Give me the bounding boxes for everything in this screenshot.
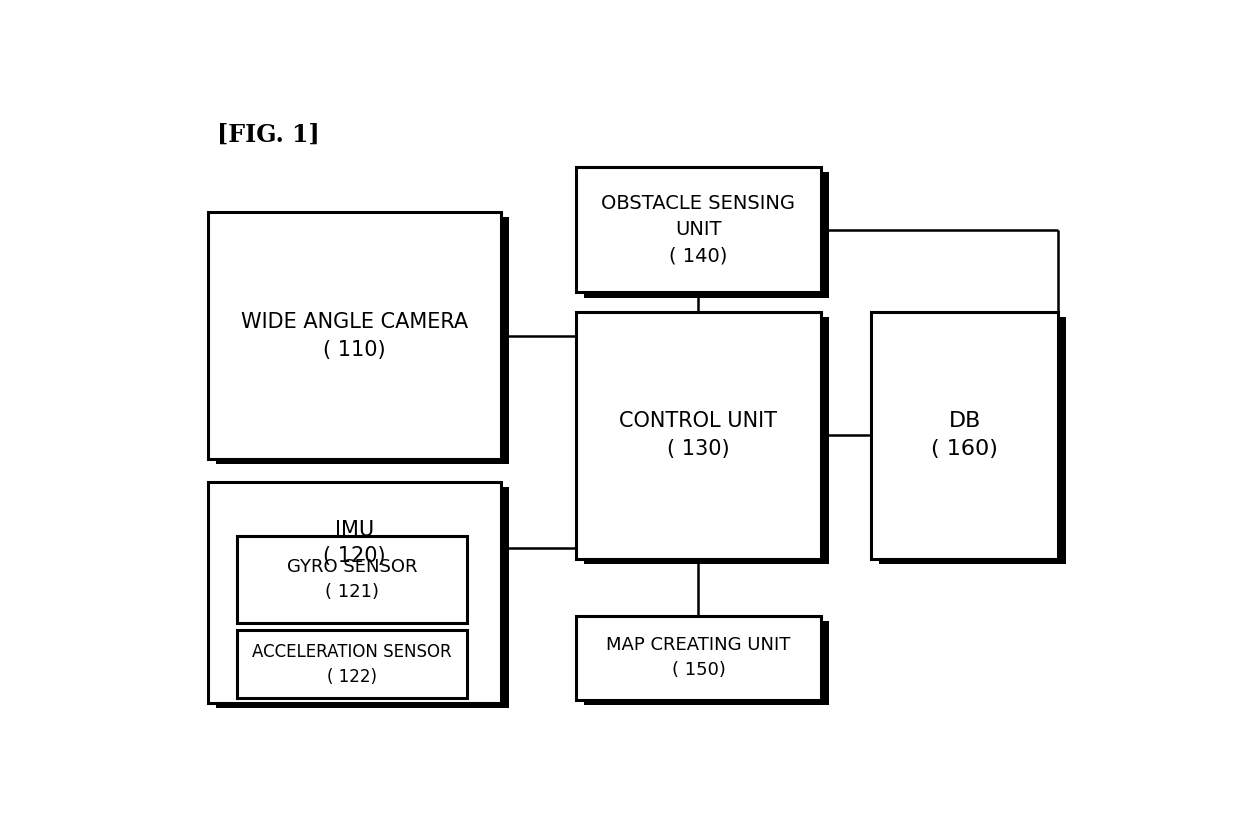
Text: WIDE ANGLE CAMERA
( 110): WIDE ANGLE CAMERA ( 110) (241, 312, 467, 360)
Text: CONTROL UNIT
( 130): CONTROL UNIT ( 130) (620, 412, 777, 459)
Bar (208, 212, 501, 459)
Text: DB
( 160): DB ( 160) (931, 412, 998, 459)
Text: OBSTACLE SENSING
UNIT
( 140): OBSTACLE SENSING UNIT ( 140) (601, 194, 795, 266)
Bar (216, 486, 508, 708)
Bar (584, 621, 828, 705)
Text: MAP CREATING UNIT
( 150): MAP CREATING UNIT ( 150) (606, 636, 791, 680)
Bar (208, 481, 501, 703)
Bar (575, 616, 821, 700)
Bar (244, 636, 475, 703)
Text: [FIG. 1]: [FIG. 1] (217, 122, 320, 147)
Bar (879, 317, 1066, 564)
Text: GYRO SENSOR
( 121): GYRO SENSOR ( 121) (286, 558, 417, 601)
Bar (237, 631, 467, 698)
Bar (575, 167, 821, 292)
Bar (584, 317, 828, 564)
Bar (244, 541, 475, 628)
Bar (575, 312, 821, 559)
Bar (870, 312, 1058, 559)
Text: ACCELERATION SENSOR
( 122): ACCELERATION SENSOR ( 122) (252, 642, 451, 686)
Bar (237, 536, 467, 623)
Bar (584, 172, 828, 297)
Text: IMU
( 120): IMU ( 120) (324, 520, 386, 566)
Bar (216, 217, 508, 464)
